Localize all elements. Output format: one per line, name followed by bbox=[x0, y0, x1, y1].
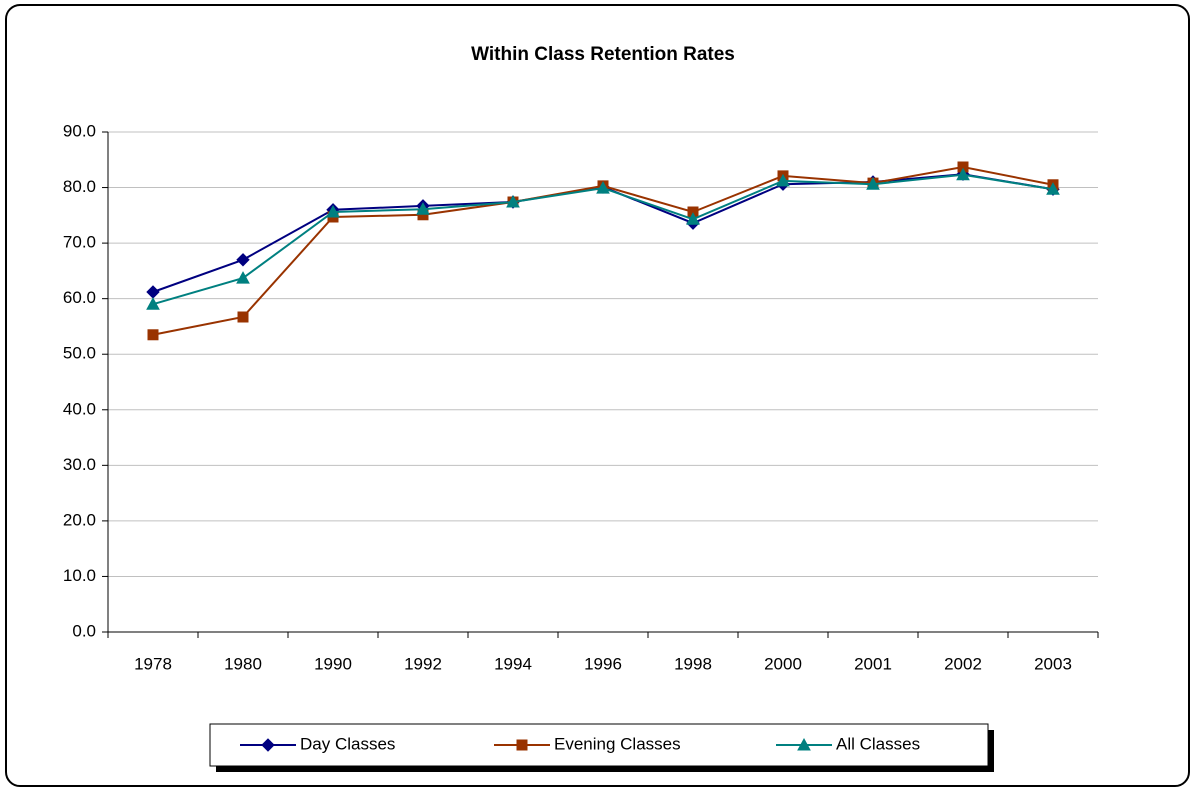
legend-marker bbox=[516, 739, 528, 751]
y-tick-label: 50.0 bbox=[63, 344, 96, 363]
legend-marker bbox=[797, 737, 811, 751]
x-tick-label: 1978 bbox=[134, 654, 172, 673]
y-tick-label: 70.0 bbox=[63, 233, 96, 252]
legend-box bbox=[209, 723, 989, 767]
marker bbox=[866, 177, 880, 190]
chart-frame bbox=[5, 4, 1190, 787]
marker bbox=[596, 181, 610, 194]
chart-title: Within Class Retention Rates bbox=[471, 44, 735, 65]
x-tick-label: 1992 bbox=[404, 654, 442, 673]
y-tick-label: 80.0 bbox=[63, 177, 96, 196]
legend-label: All Classes bbox=[836, 734, 920, 753]
marker bbox=[776, 173, 790, 187]
marker bbox=[146, 297, 160, 310]
marker bbox=[506, 194, 520, 208]
marker bbox=[1046, 182, 1060, 195]
marker bbox=[956, 167, 970, 181]
x-tick-label: 2002 bbox=[944, 654, 982, 673]
y-tick-label: 60.0 bbox=[63, 288, 96, 307]
legend-label: Day Classes bbox=[300, 734, 395, 753]
marker bbox=[236, 253, 250, 267]
legend-label: Evening Classes bbox=[554, 734, 681, 753]
x-tick-label: 2000 bbox=[764, 654, 802, 673]
y-tick-label: 90.0 bbox=[63, 121, 96, 140]
x-tick-label: 1994 bbox=[494, 654, 532, 673]
y-tick-label: 20.0 bbox=[63, 510, 96, 529]
x-tick-label: 2001 bbox=[854, 654, 892, 673]
marker bbox=[236, 271, 250, 284]
y-tick-label: 40.0 bbox=[63, 399, 96, 418]
marker bbox=[326, 204, 340, 218]
y-tick-label: 30.0 bbox=[63, 455, 96, 474]
x-tick-label: 1996 bbox=[584, 654, 622, 673]
legend-marker bbox=[261, 738, 275, 752]
marker bbox=[147, 329, 159, 341]
x-tick-label: 1990 bbox=[314, 654, 352, 673]
marker bbox=[237, 311, 249, 323]
marker bbox=[416, 202, 430, 215]
legend: Day Classes Evening Classes All Classes bbox=[209, 723, 994, 772]
x-tick-label: 2003 bbox=[1034, 654, 1072, 673]
marker bbox=[686, 212, 700, 225]
x-tick-label: 1980 bbox=[224, 654, 262, 673]
y-tick-label: 10.0 bbox=[63, 566, 96, 585]
y-tick-label: 0.0 bbox=[72, 621, 96, 640]
x-tick-label: 1998 bbox=[674, 654, 712, 673]
